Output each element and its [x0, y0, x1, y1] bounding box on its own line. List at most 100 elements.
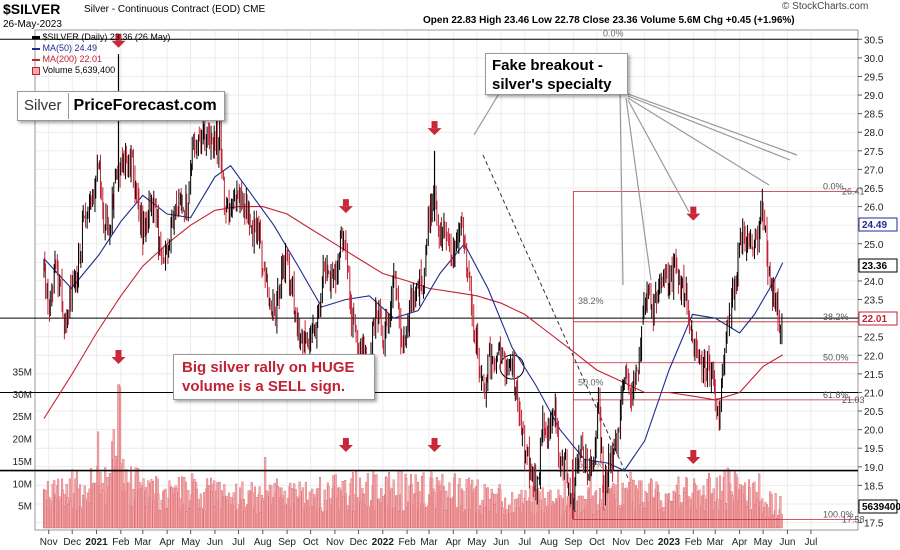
- legend-volume: Volume 5,639,400: [32, 65, 170, 76]
- volume-arrow-3-head: [686, 457, 701, 464]
- x-tick-label-13: Dec: [350, 537, 368, 548]
- volume-rally-line1: Big silver rally on HUGE: [182, 359, 355, 376]
- volume-bar: [458, 478, 461, 529]
- volume-arrow-2: [427, 438, 442, 452]
- x-tick-label-21: Aug: [540, 537, 558, 548]
- x-tick-label-2: 2021: [85, 537, 108, 548]
- stockcharts-watermark: © StockCharts.com: [782, 1, 869, 12]
- fake-breakout-callout: Fake breakout - silver's specialty: [485, 53, 628, 95]
- volume-bar: [774, 493, 777, 529]
- legend: $SILVER (Daily) 23.36 (26 May) MA(50) 24…: [32, 32, 170, 76]
- volume-arrow-2-head: [427, 445, 442, 452]
- y-tick-label-26: 30.5: [864, 35, 884, 46]
- volume-bar: [130, 466, 133, 529]
- legend-ma200: MA(200) 22.01: [32, 54, 170, 65]
- x-tick-label-12: Nov: [326, 537, 344, 548]
- volume-arrow-1-shaft: [342, 438, 349, 445]
- sell-arrow-3-shaft: [690, 206, 697, 214]
- sell-arrow-1: [338, 199, 353, 214]
- volume-arrow-0: [111, 350, 126, 364]
- volume-bar: [638, 480, 641, 529]
- volume-bar: [392, 479, 395, 529]
- sell-arrow-2-head: [427, 128, 442, 136]
- axis-marker-label-2: 22.01: [862, 314, 887, 325]
- y-tick-label-4: 19.5: [864, 444, 884, 455]
- volume-tick-label-4: 25M: [13, 412, 32, 423]
- sell-arrow-3: [686, 206, 701, 221]
- x-tick-label-30: May: [754, 537, 773, 548]
- sell-arrow-2: [427, 121, 442, 136]
- y-tick-label-15: 25.0: [864, 240, 884, 251]
- y-tick-label-3: 19.0: [864, 463, 884, 474]
- y-tick-label-18: 26.5: [864, 184, 884, 195]
- x-tick-label-6: May: [181, 537, 200, 548]
- y-tick-label-6: 20.5: [864, 407, 884, 418]
- volume-arrow-0-head: [111, 357, 126, 364]
- chart-description-text: Silver - Continuous Contract (EOD): [84, 4, 241, 15]
- axis-marker-box-1: [858, 258, 898, 273]
- y-tick-label-12: 23.5: [864, 296, 884, 307]
- volume-tick-label-2: 15M: [13, 457, 32, 468]
- chart-exchange: CME: [242, 4, 266, 15]
- x-tick-label-28: Mar: [707, 537, 725, 548]
- volume-bar: [127, 482, 130, 529]
- volume-tick-label-1: 10M: [13, 479, 32, 490]
- axis-marker-label-0: 24.49: [862, 220, 887, 231]
- x-tick-label-0: Nov: [40, 537, 58, 548]
- downtrend-line: [482, 154, 629, 479]
- sell-arrow-0-head: [111, 40, 126, 48]
- brand-silver: Silver: [18, 93, 69, 119]
- x-tick-label-32: Jul: [805, 537, 818, 548]
- legend-ma200-label: MA(200) 22.01: [42, 54, 103, 64]
- y-tick-label-22: 28.5: [864, 110, 884, 121]
- x-tick-label-17: Apr: [446, 537, 462, 548]
- callout-pointer-lines: [473, 86, 798, 286]
- axis-marker-label-3: 5639400: [862, 502, 900, 513]
- chart-date: 26-May-2023: [3, 19, 62, 30]
- x-tick-label-16: Mar: [420, 537, 438, 548]
- y-tick-label-8: 21.5: [864, 370, 884, 381]
- x-tick-label-8: Jul: [232, 537, 245, 548]
- y-tick-label-20: 27.5: [864, 147, 884, 158]
- fake-breakout-line1: Fake breakout -: [492, 57, 603, 74]
- fib-label-2: 50.0%: [823, 353, 849, 363]
- x-tick-label-3: Feb: [112, 537, 130, 548]
- brand-box: Silver PriceForecast.com: [17, 91, 225, 121]
- x-tick-label-15: Feb: [398, 537, 416, 548]
- volume-bar: [632, 480, 635, 529]
- chart-description: Silver - Continuous Contract (EOD) CME: [84, 4, 265, 15]
- y-tick-label-21: 28.0: [864, 128, 884, 139]
- x-tick-label-22: Sep: [564, 537, 582, 548]
- x-tick-label-14: 2022: [372, 537, 395, 548]
- x-tick-label-5: Apr: [159, 537, 175, 548]
- volume-bar: [218, 481, 221, 529]
- volume-bar: [385, 477, 388, 529]
- fib-label-0: 0.0%: [823, 181, 844, 191]
- old-fib-label-1: 38.2%: [578, 296, 604, 306]
- y-tick-label-19: 27.0: [864, 165, 884, 176]
- volume-tick-label-3: 20M: [13, 435, 32, 446]
- volume-rally-callout: Big silver rally on HUGE volume is a SEL…: [173, 354, 375, 400]
- volume-bar: [559, 495, 562, 529]
- y-tick-label-10: 22.5: [864, 333, 884, 344]
- axis-marker-box-3: [858, 499, 898, 514]
- volume-arrow-0-shaft: [115, 350, 122, 357]
- x-tick-label-25: Dec: [636, 537, 654, 548]
- axis-marker-box-2: [858, 311, 898, 326]
- y-tick-label-7: 21.0: [864, 388, 884, 399]
- time-axis: Nov Dec 2021 Feb Mar Apr May Jun Jul Aug Sep Oct Nov…: [40, 530, 818, 548]
- x-tick-label-10: Sep: [278, 537, 296, 548]
- volume-bar: [780, 514, 783, 529]
- volume-bar: [476, 479, 479, 529]
- volume-tick-label-5: 30M: [13, 390, 32, 401]
- brand-site: PriceForecast.com: [73, 97, 217, 114]
- sell-arrow-3-head: [686, 213, 701, 221]
- x-tick-label-23: Oct: [589, 537, 605, 548]
- volume-bar: [289, 482, 292, 529]
- volume-bar: [483, 484, 486, 529]
- y-tick-label-17: 26.0: [864, 203, 884, 214]
- fake-breakout-line2: silver's specialty: [492, 76, 612, 93]
- price-bars: [43, 54, 783, 519]
- x-tick-label-1: Dec: [63, 537, 81, 548]
